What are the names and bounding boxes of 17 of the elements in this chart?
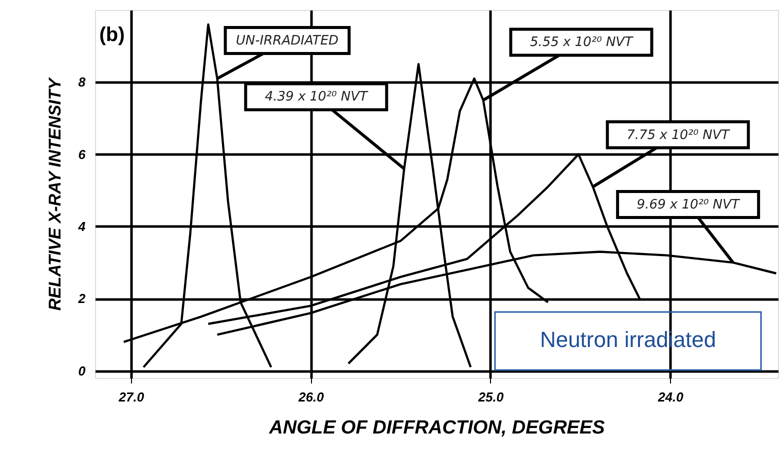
annotation: 4.39 x 10²⁰ NVT <box>264 90 368 105</box>
x-axis-title: ANGLE OF DIFFRACTION, DEGREES <box>268 418 606 438</box>
y-tick-label: 6 <box>78 146 86 162</box>
y-axis-title: RELATIVE X-RAY INTENSITY <box>45 76 64 311</box>
annotation: UN-IRRADIATED <box>236 34 339 49</box>
x-tick-label: 26.0 <box>298 390 325 404</box>
annotation: (b) <box>99 24 125 46</box>
y-tick-label: 4 <box>77 218 86 234</box>
annotation: 7.75 x 10²⁰ NVT <box>626 128 730 143</box>
y-tick-label: 0 <box>78 363 86 378</box>
x-tick-label: 25.0 <box>477 390 504 404</box>
annotation: 5.55 x 10²⁰ NVT <box>530 35 634 50</box>
y-tick-label: 2 <box>77 291 86 306</box>
x-tick-label: 24.0 <box>657 390 684 404</box>
y-tick-label: 8 <box>78 74 86 90</box>
x-tick-label: 27.0 <box>118 390 145 404</box>
annotation: 9.69 x 10²⁰ NVT <box>636 198 740 213</box>
